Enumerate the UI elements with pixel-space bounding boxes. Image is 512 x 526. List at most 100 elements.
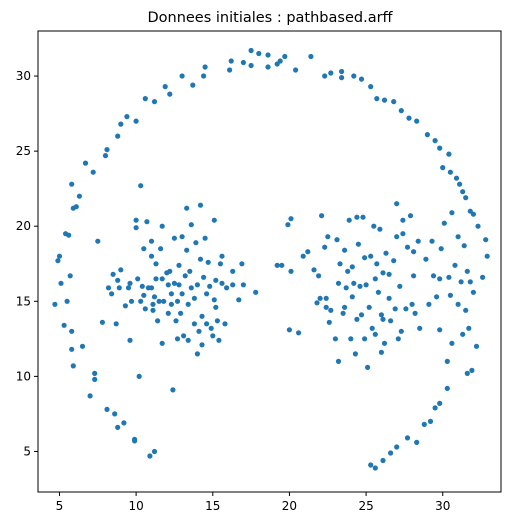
data-point: [328, 307, 334, 313]
data-point: [227, 67, 233, 73]
points-layer: [52, 47, 490, 471]
data-point: [358, 312, 365, 318]
data-point: [148, 285, 155, 291]
data-point: [391, 258, 397, 264]
data-point: [179, 234, 185, 240]
data-point: [61, 322, 67, 328]
data-point: [328, 70, 334, 76]
data-point: [369, 325, 375, 331]
plot-frame: [37, 30, 502, 493]
data-point: [348, 336, 354, 342]
data-point: [274, 61, 280, 67]
data-point: [55, 258, 61, 264]
data-point: [463, 195, 469, 201]
data-point: [248, 62, 254, 69]
data-point: [440, 165, 446, 171]
data-point: [461, 243, 467, 249]
data-point: [144, 219, 150, 225]
data-point: [265, 64, 271, 70]
data-point: [161, 298, 167, 304]
data-point: [208, 325, 214, 331]
data-point: [219, 253, 225, 259]
data-point: [340, 310, 346, 316]
data-point: [406, 115, 412, 121]
data-point: [156, 298, 162, 304]
data-point: [148, 238, 155, 244]
data-point: [210, 333, 216, 339]
x-tick-label: 10: [128, 499, 143, 513]
data-point: [362, 255, 368, 261]
data-point: [138, 298, 144, 304]
data-point: [372, 276, 378, 282]
data-point: [159, 340, 165, 346]
data-point: [116, 285, 122, 291]
data-point: [311, 267, 317, 273]
data-point: [288, 268, 294, 274]
data-point: [305, 249, 311, 255]
data-point: [196, 328, 202, 334]
data-point: [211, 217, 217, 223]
data-point: [240, 282, 246, 288]
data-point: [368, 253, 374, 259]
data-point: [351, 280, 357, 286]
data-point: [141, 292, 147, 298]
data-point: [118, 267, 124, 273]
data-point: [155, 318, 161, 324]
data-point: [228, 58, 234, 64]
data-point: [316, 273, 322, 279]
data-point: [69, 328, 75, 334]
data-point: [398, 328, 404, 334]
data-point: [398, 108, 404, 114]
axes-layer: 5 10 15 20 25 30 5 10 15 20 25 30: [16, 69, 451, 513]
data-point: [213, 277, 219, 283]
data-point: [449, 340, 455, 346]
data-point: [133, 225, 139, 231]
data-point: [449, 210, 455, 216]
data-point: [282, 53, 288, 60]
data-point: [58, 280, 64, 286]
data-point: [118, 121, 124, 127]
data-point: [394, 201, 400, 207]
data-point: [335, 358, 342, 364]
data-point: [365, 364, 371, 370]
data-point: [213, 304, 219, 310]
data-point: [421, 421, 427, 427]
data-point: [441, 220, 447, 226]
data-point: [432, 405, 438, 411]
data-point: [69, 346, 75, 352]
data-point: [133, 118, 139, 124]
data-point: [322, 73, 328, 79]
data-point: [265, 52, 271, 58]
data-point: [66, 232, 72, 238]
data-point: [437, 327, 443, 333]
data-point: [351, 73, 357, 79]
data-point: [466, 325, 472, 331]
data-point: [323, 295, 329, 301]
data-point: [455, 234, 461, 240]
data-point: [354, 214, 360, 220]
data-point: [185, 301, 191, 307]
data-point: [434, 294, 440, 300]
data-point: [325, 234, 331, 240]
data-point: [185, 337, 191, 343]
data-point: [469, 367, 475, 373]
data-point: [380, 270, 386, 276]
data-point: [286, 327, 292, 333]
data-point: [142, 96, 148, 102]
data-point: [150, 301, 156, 307]
data-point: [323, 304, 329, 310]
data-point: [411, 273, 417, 279]
data-point: [122, 303, 128, 309]
data-point: [90, 169, 96, 175]
data-point: [372, 465, 378, 471]
data-point: [411, 249, 417, 255]
data-point: [253, 289, 259, 295]
data-point: [151, 294, 158, 300]
data-point: [381, 97, 388, 103]
data-point: [412, 310, 418, 316]
data-point: [211, 297, 217, 303]
data-point: [455, 301, 461, 307]
data-point: [444, 385, 450, 391]
data-point: [380, 316, 386, 322]
data-point: [236, 297, 242, 303]
